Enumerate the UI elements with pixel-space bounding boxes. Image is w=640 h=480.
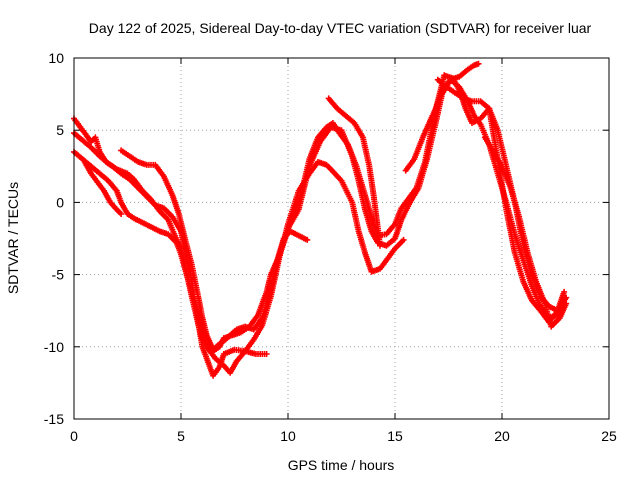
- x-tick-label: 15: [387, 428, 403, 444]
- y-tick-label: 10: [48, 50, 64, 66]
- data-point: [377, 242, 383, 249]
- y-tick-label: -10: [44, 339, 64, 355]
- chart-title: Day 122 of 2025, Sidereal Day-to-day VTE…: [89, 20, 592, 36]
- data-point: [263, 351, 270, 357]
- series-trace-10: [481, 134, 570, 330]
- data-point: [304, 236, 311, 243]
- data-point: [118, 211, 125, 217]
- x-tick-label: 0: [70, 428, 78, 444]
- data-point: [400, 236, 407, 243]
- y-tick-label: -15: [44, 411, 64, 427]
- plot-frame: [73, 57, 610, 420]
- series-trace-7: [325, 95, 383, 249]
- x-tick-label: 5: [177, 428, 185, 444]
- series-trace-5: [81, 159, 125, 217]
- y-tick-label: 0: [56, 194, 64, 210]
- axis-ticks: 0 5 10 15 20 25 -15 -10 -5 0 5 10: [44, 50, 617, 444]
- x-tick-label: 25: [601, 428, 617, 444]
- y-tick-label: 5: [56, 122, 64, 138]
- data-point: [561, 288, 568, 295]
- x-tick-label: 20: [494, 428, 510, 444]
- y-tick-label: -5: [52, 267, 65, 283]
- data-series: [71, 60, 570, 379]
- y-axis-label: SDTVAR / TECUs: [5, 182, 21, 294]
- x-axis-label: GPS time / hours: [288, 457, 395, 473]
- x-tick-label: 10: [280, 428, 296, 444]
- series-trace-8: [402, 60, 482, 174]
- data-point: [475, 60, 482, 67]
- data-point: [563, 300, 570, 307]
